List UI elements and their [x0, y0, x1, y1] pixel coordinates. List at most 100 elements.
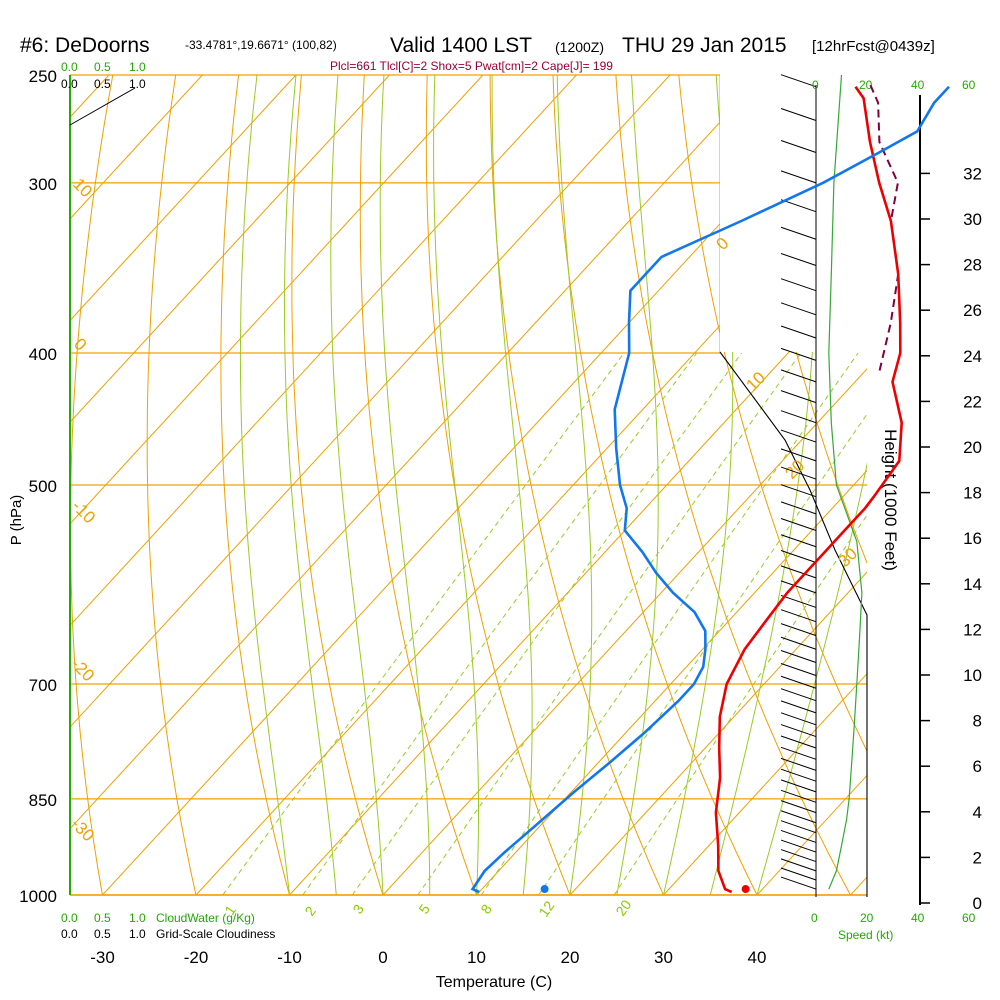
height-tick-label: 10 [963, 666, 982, 685]
cw-tick-bottom-0: 0.0 [61, 911, 78, 925]
mixing-ratio-label-2: 2 [301, 903, 319, 919]
cloudiness-line [69, 87, 136, 126]
temperature-axis-ticks: -30 -20 -10 0 10 20 30 40 [90, 948, 766, 967]
height-tick-label: 24 [963, 347, 982, 366]
wind-barb [780, 448, 817, 462]
cw-tick-top-2: 1.0 [129, 60, 146, 74]
wind-barb [780, 712, 817, 726]
surface-temperature-point [741, 885, 750, 894]
wind-barb [780, 839, 817, 853]
wind-barb [780, 74, 817, 88]
height-tick-label: 12 [963, 620, 982, 639]
wind-barb [780, 550, 817, 563]
wind-barb [780, 170, 817, 184]
wind-barb [780, 253, 817, 266]
temperature-tick-label: -10 [277, 948, 302, 967]
speed-tick-top-0: 0 [812, 78, 819, 92]
isotherm-line [70, 75, 390, 423]
wind-barb [780, 390, 817, 404]
height-tick-label: 20 [963, 438, 982, 457]
wind-barb [780, 663, 817, 676]
title-date: THU 29 Jan 2015 [622, 34, 787, 57]
cl-tick-bottom-0: 0.0 [61, 927, 78, 941]
speed-tick-bottom-20: 20 [860, 911, 874, 925]
wind-barb [780, 867, 817, 881]
wind-barb [780, 325, 817, 339]
wind-barb [780, 580, 817, 594]
isotherm-line [663, 673, 867, 895]
temperature-axis-label: Temperature (C) [436, 974, 552, 991]
moist-adiabat-line [491, 75, 533, 895]
mixing-ratio-line [222, 352, 625, 895]
temperature-tick-label: -30 [90, 948, 115, 967]
cloud-water-label: CloudWater (g/Kg) [156, 911, 255, 925]
wind-barb [780, 858, 817, 872]
pressure-tick-label: 250 [29, 67, 57, 86]
mixing-ratio-line [538, 413, 867, 895]
height-tick-label: 16 [963, 529, 982, 548]
title-zulu: (1200Z) [555, 39, 604, 55]
cloud-water-ticks-bottom: 0.0 0.5 1.0 CloudWater (g/Kg) [61, 911, 255, 925]
dry-adiabat-line [220, 75, 290, 895]
wind-barb [780, 829, 817, 843]
wind-barb [780, 347, 817, 361]
speed-tick-top-40: 40 [911, 78, 925, 92]
cl-tick-top-0: 0.0 [61, 77, 78, 91]
stability-indices: Plcl=661 Tlcl[C]=2 Shox=5 Pwat[cm]=2 Cap… [330, 59, 613, 73]
wind-barb [780, 820, 817, 834]
dry-adiabat-line [291, 75, 384, 895]
wind-barb [780, 594, 817, 608]
temperature-line [714, 85, 904, 894]
isotherm-label-right-10: 10 [742, 368, 769, 395]
wind-barb [780, 675, 817, 689]
cl-tick-top-1: 0.5 [94, 77, 111, 91]
mixing-ratio-lines [222, 352, 867, 895]
wind-barb [780, 757, 817, 771]
speed-tick-bottom-40: 40 [911, 911, 925, 925]
height-tick-label: 4 [973, 803, 982, 822]
wind-barb [780, 623, 817, 637]
isotherm-line [70, 75, 297, 322]
height-tick-label: 2 [973, 848, 982, 867]
dry-adiabat-line [359, 75, 477, 895]
speed-tick-top-20: 20 [859, 78, 873, 92]
cloud-water-ticks-top: 0.0 0.5 1.0 [61, 60, 146, 74]
isotherm-label-left-0: 0 [70, 334, 90, 354]
moist-adiabat-line [330, 75, 384, 895]
moist-adiabat-line [556, 75, 593, 895]
wind-barb [780, 565, 817, 579]
height-tick-label: 22 [963, 392, 982, 411]
mixing-ratio-label-12: 12 [535, 898, 557, 920]
moist-adiabat-line [239, 75, 290, 895]
wind-barb [780, 369, 817, 383]
mixing-ratio-labels: 1 2 3 5 8 12 20 [221, 897, 634, 920]
temperature-tick-label: -20 [184, 948, 209, 967]
cl-tick-bottom-1: 0.5 [94, 927, 111, 941]
mixing-ratio-line [417, 352, 802, 895]
cl-tick-top-2: 1.0 [129, 77, 146, 91]
moist-adiabat-line [433, 75, 479, 895]
mixing-ratio-line [480, 352, 859, 895]
height-axis-label: Height (1000 Feet) [881, 429, 900, 571]
isotherm-label-left-10: 10 [69, 174, 96, 201]
wind-barb [780, 278, 817, 292]
height-tick-label: 32 [963, 164, 982, 183]
wind-barbs [780, 74, 817, 890]
wind-barb [780, 609, 817, 623]
mixing-ratio-label-5: 5 [415, 901, 433, 917]
wind-barb [780, 800, 817, 814]
height-tick-label: 28 [963, 256, 982, 275]
dry-adiabat-line [489, 75, 664, 895]
dry-adiabat-line [615, 75, 851, 895]
wind-barb [780, 199, 817, 213]
isotherm-label-left-m20: -20 [67, 654, 98, 685]
wind-barb [780, 779, 817, 793]
dry-adiabat-line [678, 75, 867, 753]
title-valid: Valid 1400 LST [390, 34, 532, 57]
wind-barb [780, 484, 817, 498]
height-tick-label: 0 [973, 894, 982, 913]
speed-label: Speed (kt) [838, 928, 893, 942]
speed-tick-bottom-60: 60 [962, 911, 976, 925]
dry-adiabat-line [425, 75, 571, 895]
speed-tick-top-60: 60 [962, 78, 976, 92]
